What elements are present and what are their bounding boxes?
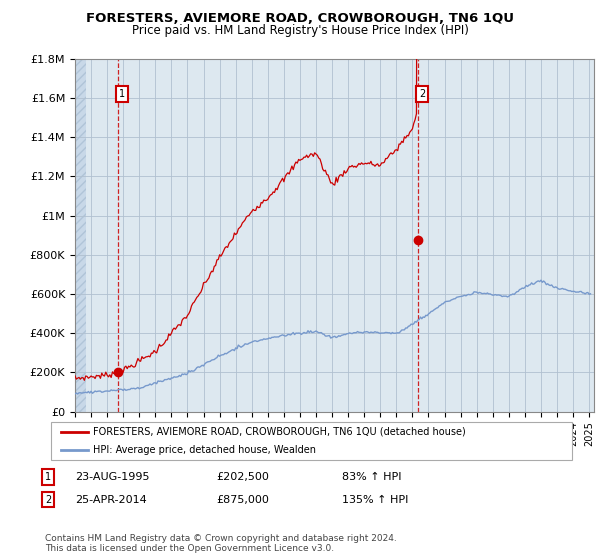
Text: 135% ↑ HPI: 135% ↑ HPI — [342, 494, 409, 505]
Text: HPI: Average price, detached house, Wealden: HPI: Average price, detached house, Weal… — [93, 445, 316, 455]
Text: 83% ↑ HPI: 83% ↑ HPI — [342, 472, 401, 482]
Text: FORESTERS, AVIEMORE ROAD, CROWBOROUGH, TN6 1QU: FORESTERS, AVIEMORE ROAD, CROWBOROUGH, T… — [86, 12, 514, 25]
Text: FORESTERS, AVIEMORE ROAD, CROWBOROUGH, TN6 1QU (detached house): FORESTERS, AVIEMORE ROAD, CROWBOROUGH, T… — [93, 427, 466, 437]
Text: 23-AUG-1995: 23-AUG-1995 — [75, 472, 149, 482]
FancyBboxPatch shape — [50, 422, 572, 460]
Text: 2: 2 — [419, 89, 425, 99]
Text: 1: 1 — [45, 472, 51, 482]
Text: £875,000: £875,000 — [216, 494, 269, 505]
Text: Contains HM Land Registry data © Crown copyright and database right 2024.
This d: Contains HM Land Registry data © Crown c… — [45, 534, 397, 553]
Text: 1: 1 — [119, 89, 125, 99]
Text: Price paid vs. HM Land Registry's House Price Index (HPI): Price paid vs. HM Land Registry's House … — [131, 24, 469, 36]
Bar — [75, 59, 86, 412]
Text: £202,500: £202,500 — [216, 472, 269, 482]
Text: 2: 2 — [45, 494, 51, 505]
Text: 25-APR-2014: 25-APR-2014 — [75, 494, 147, 505]
